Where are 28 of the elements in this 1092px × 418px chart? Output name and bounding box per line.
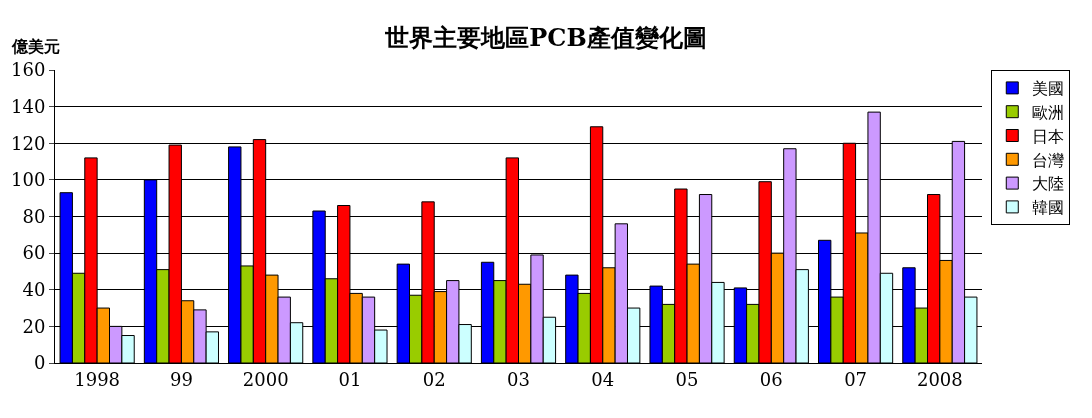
chart-title: 世界主要地區PCB產值變化圖 bbox=[384, 23, 707, 53]
y-tick-label: 60 bbox=[22, 242, 46, 264]
legend-label: 大陸 bbox=[1032, 174, 1065, 194]
y-axis-title: 億美元 bbox=[11, 37, 60, 56]
x-tick-label: 2000 bbox=[242, 368, 289, 390]
y-tick-label: 40 bbox=[22, 279, 46, 301]
y-tick-label: 0 bbox=[33, 352, 46, 374]
y-tick-label: 120 bbox=[11, 132, 46, 154]
y-tick-label: 100 bbox=[11, 169, 46, 191]
x-tick-label: 2008 bbox=[916, 368, 963, 390]
x-tick-label: 99 bbox=[169, 368, 193, 390]
x-tick-label: 01 bbox=[338, 368, 362, 390]
legend-label: 台灣 bbox=[1032, 150, 1065, 170]
x-tick-label: 04 bbox=[591, 368, 615, 390]
y-tick-label: 20 bbox=[22, 315, 46, 337]
x-tick-label: 05 bbox=[675, 368, 699, 390]
x-tick-label: 1998 bbox=[74, 368, 121, 390]
legend-label: 美國 bbox=[1032, 79, 1065, 99]
x-tick-label: 02 bbox=[422, 368, 446, 390]
x-tick-label: 06 bbox=[759, 368, 783, 390]
legend-label: 歐洲 bbox=[1032, 102, 1065, 122]
y-tick-label: 80 bbox=[22, 205, 46, 227]
legend-label: 韓國 bbox=[1032, 198, 1065, 218]
x-tick-label: 03 bbox=[507, 368, 530, 390]
x-tick-label: 07 bbox=[844, 368, 868, 390]
y-tick-label: 160 bbox=[11, 59, 46, 81]
y-tick-label: 140 bbox=[11, 95, 46, 117]
legend-label: 日本 bbox=[1032, 126, 1065, 146]
